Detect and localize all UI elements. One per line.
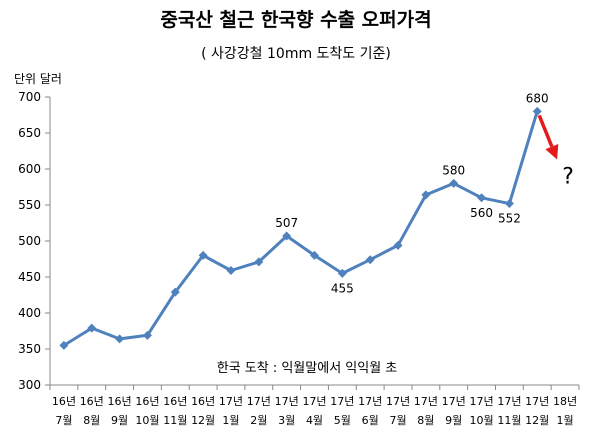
data-point [337,268,347,278]
x-tick-label-month: 3월 [278,414,295,427]
x-tick-label-month: 1월 [557,414,574,427]
data-point [365,255,375,265]
x-tick-label-year: 17년 [414,395,438,408]
x-tick-label-year: 16년 [108,395,132,408]
data-point [449,178,459,188]
data-point [393,240,403,250]
x-tick-label-year: 16년 [191,395,215,408]
y-axis-ticks: 700 650 600 550 500 450 400 350 300 [18,90,50,392]
x-tick-label-month: 7월 [389,414,406,427]
x-axis-ticks: 16년7월16년8월16년9월16년10월16년11월16년12월17년1월17… [49,385,580,427]
x-tick-label-year: 17년 [469,395,493,408]
chart-subtitle: ( 사강강철 10mm 도착도 기준) [201,46,391,62]
arrival-note: 한국 도착 : 익월말에서 익익월 초 [217,361,398,376]
data-label: 552 [498,212,521,226]
x-tick-label-month: 8월 [417,414,434,427]
data-point [532,106,542,116]
data-point-markers [59,106,542,350]
y-tick-label: 600 [18,162,41,176]
y-tick-label: 300 [18,378,41,392]
data-point [226,266,236,276]
x-tick-label-month: 12월 [525,414,549,427]
x-tick-label-year: 17년 [302,395,326,408]
data-point [170,287,180,297]
x-tick-label-month: 10월 [469,414,493,427]
x-tick-label-month: 11월 [163,414,187,427]
x-tick-label-month: 12월 [191,414,215,427]
x-tick-label-month: 8월 [83,414,100,427]
x-tick-label-month: 11월 [497,414,521,427]
x-tick-label-year: 17년 [330,395,354,408]
x-tick-label-year: 17년 [247,395,271,408]
x-tick-label-year: 17년 [219,395,243,408]
data-point [87,323,97,333]
chart-title: 중국산 철근 한국향 수출 오퍼가격 [160,9,431,31]
x-tick-label-month: 4월 [306,414,323,427]
data-point [198,250,208,260]
question-mark-annotation: ? [562,165,574,190]
x-tick-label-year: 16년 [52,395,76,408]
data-point [421,190,431,200]
x-tick-label-month: 10월 [135,414,159,427]
data-point [504,199,514,209]
data-label: 455 [331,281,354,295]
data-point [59,340,69,350]
x-tick-label-month: 9월 [111,414,128,427]
x-tick-label-year: 17년 [386,395,410,408]
data-label: 680 [526,91,549,105]
y-tick-label: 400 [18,306,41,320]
y-tick-label: 500 [18,234,41,248]
x-tick-label-month: 2월 [250,414,267,427]
y-tick-label: 700 [18,90,41,104]
y-axis-unit-label: 단위 달러 [14,72,62,86]
x-tick-label-year: 17년 [275,395,299,408]
data-label: 580 [442,163,465,177]
data-point [142,330,152,340]
data-point [282,231,292,241]
x-tick-label-year: 17년 [442,395,466,408]
arrow-head [545,143,559,160]
y-tick-label: 650 [18,126,41,140]
x-tick-label-year: 18년 [553,395,577,408]
x-tick-label-month: 1월 [222,414,239,427]
x-tick-label-year: 16년 [163,395,187,408]
x-tick-label-year: 17년 [497,395,521,408]
data-point [254,257,264,267]
x-tick-label-month: 7월 [55,414,72,427]
arrow-shaft [537,114,554,148]
x-tick-label-year: 16년 [80,395,104,408]
data-point [477,193,487,203]
data-label: 507 [275,216,298,230]
data-label: 560 [470,206,493,220]
price-series-line [63,110,539,347]
data-point [115,334,125,344]
x-tick-label-year: 16년 [135,395,159,408]
forecast-arrow [537,114,559,160]
x-tick-label-year: 17년 [525,395,549,408]
y-tick-label: 350 [18,342,41,356]
y-tick-label: 550 [18,198,41,212]
x-tick-label-month: 6월 [362,414,379,427]
y-tick-label: 450 [18,270,41,284]
data-labels: 507 455 580 560 552 680 [275,91,548,295]
x-tick-label-year: 17년 [358,395,382,408]
x-tick-label-month: 5월 [334,414,351,427]
x-tick-label-month: 9월 [445,414,462,427]
data-point [310,250,319,260]
